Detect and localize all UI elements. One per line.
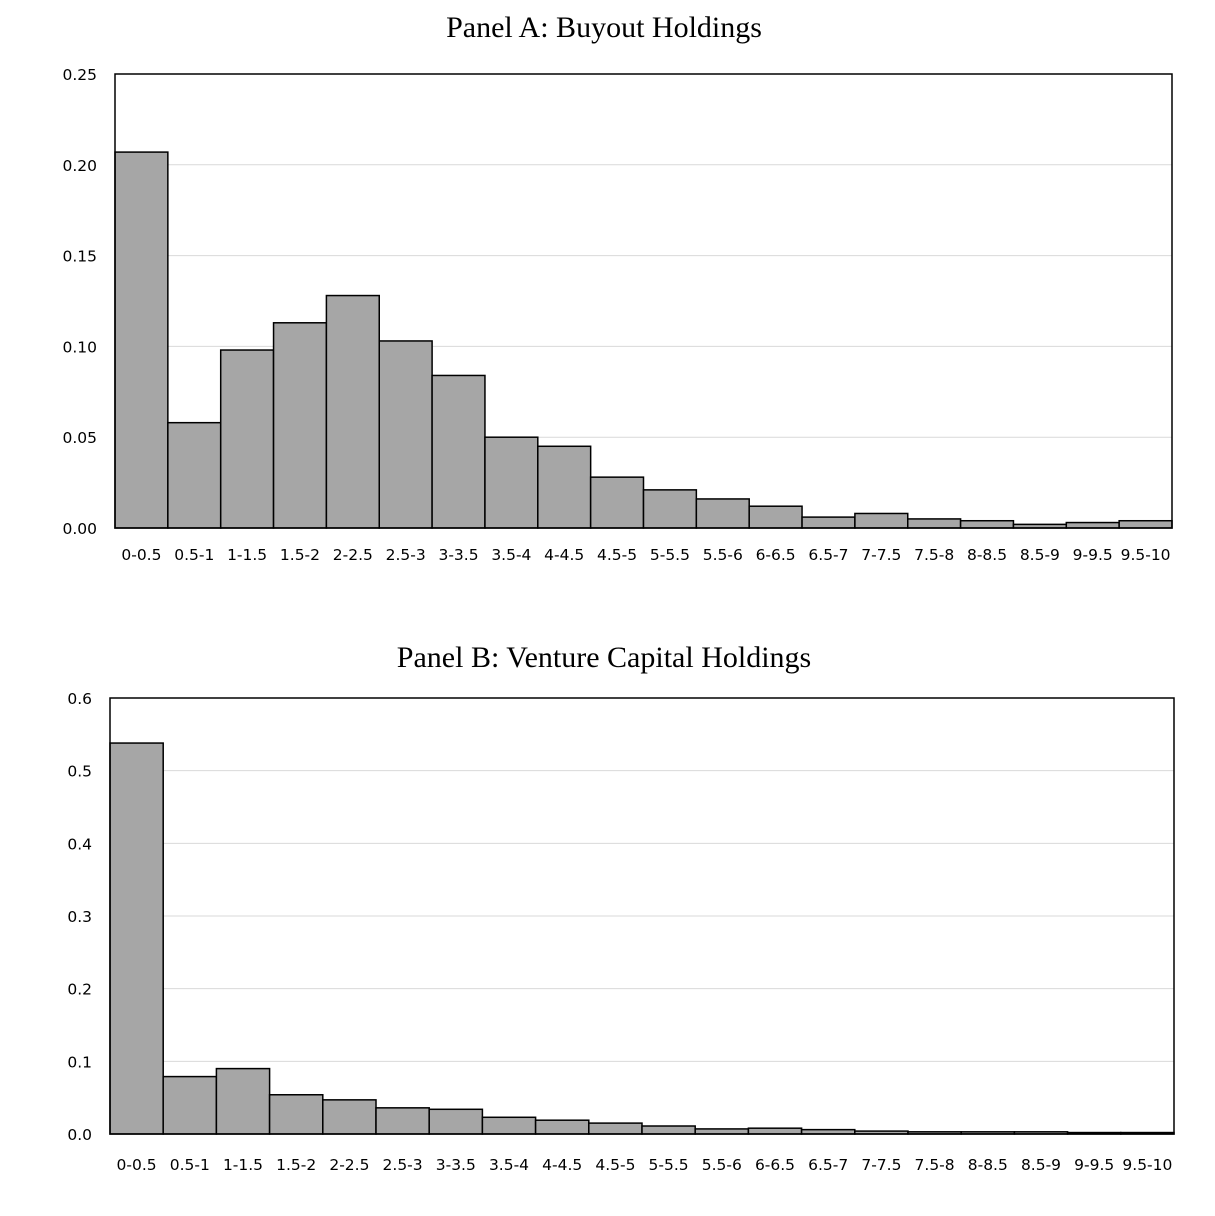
panel-a-x-tick-label: 7-7.5 [861, 546, 901, 564]
panel-a-y-tick-label: 0.00 [62, 520, 97, 538]
panel-b-x-tick-label: 7.5-8 [915, 1156, 955, 1174]
panel-a-x-tick-label: 0.5-1 [174, 546, 214, 564]
panel-a-plot-frame [114, 73, 1173, 529]
panel-b-plot-frame [109, 697, 1175, 1135]
panel-b-y-tick-label: 0.4 [67, 835, 92, 853]
panel-b-x-tick-label: 2-2.5 [329, 1156, 369, 1174]
panel-a-y-tick-label: 0.10 [62, 338, 97, 356]
panel-b-bar [375, 1107, 430, 1135]
panel-a-x-tick-label: 0-0.5 [121, 546, 161, 564]
panel-a-x-tick-label: 2.5-3 [386, 546, 426, 564]
panel-b-y-tick-label: 0.2 [67, 981, 92, 999]
panel-a-bar [219, 349, 275, 529]
panel-b-chart: Panel B: Venture Capital Holdings 0.0 0.1… [67, 641, 1175, 1174]
panel-a-bar [589, 476, 645, 529]
panel-b-y-tick-label: 0.5 [67, 763, 92, 781]
panel-b-x-tick-label: 3.5-4 [489, 1156, 529, 1174]
panel-a-x-tick-label: 4.5-5 [597, 546, 637, 564]
panel-a-bar [484, 436, 539, 529]
panel-b-x-tick-label: 6.5-7 [808, 1156, 848, 1174]
panel-a-x-tick-label: 8-8.5 [967, 546, 1007, 564]
panel-b-x-tick-label: 0.5-1 [170, 1156, 210, 1174]
panel-b-bar [162, 1075, 218, 1135]
panel-b-x-tick-label: 8-8.5 [968, 1156, 1008, 1174]
panel-a-x-tick-label: 6-6.5 [756, 546, 796, 564]
panel-b-bar [268, 1094, 324, 1135]
panel-a-x-tick-label: 3.5-4 [491, 546, 531, 564]
panel-a-bar [114, 151, 169, 529]
panel-b-bar [481, 1116, 537, 1135]
panel-a-title: Panel A: Buyout Holdings [446, 11, 762, 44]
panel-b-bar [747, 1127, 803, 1135]
panel-a-bar [959, 519, 1015, 529]
panel-b-x-tick-label: 9.5-10 [1122, 1156, 1172, 1174]
panel-a-bar [537, 445, 592, 529]
panel-b-y-tick-label: 0.1 [67, 1053, 92, 1071]
panel-b-x-tick-label: 6-6.5 [755, 1156, 795, 1174]
panel-b-bar [534, 1119, 590, 1135]
panel-b-title: Panel B: Venture Capital Holdings [397, 641, 811, 674]
panel-b-x-tick-label: 8.5-9 [1021, 1156, 1061, 1174]
panel-a-bar [907, 518, 962, 529]
panel-a-x-tick-label: 7.5-8 [914, 546, 954, 564]
panel-a-y-tick-label: 0.05 [62, 429, 97, 447]
panel-b-x-tick-label: 1-1.5 [223, 1156, 263, 1174]
panel-a-x-tick-label: 9.5-10 [1121, 546, 1171, 564]
panel-a-bar [854, 512, 909, 529]
panel-a-x-tick-label: 3-3.5 [438, 546, 478, 564]
panel-a-y-tick-label: 0.25 [62, 66, 97, 84]
panel-b-bar [694, 1128, 750, 1135]
panel-b-x-tick-label: 2.5-3 [383, 1156, 423, 1174]
panel-b-bar [641, 1125, 696, 1135]
panel-b-x-tick-label: 9-9.5 [1074, 1156, 1114, 1174]
panel-b-x-tick-label: 5-5.5 [649, 1156, 689, 1174]
panel-b-bar [428, 1108, 484, 1135]
panel-a-x-tick-label: 9-9.5 [1073, 546, 1113, 564]
panel-b-y-tick-label: 0.6 [67, 690, 92, 708]
panel-b-bar [215, 1067, 271, 1135]
panel-a-bar [695, 498, 750, 529]
panel-b-bar [588, 1122, 643, 1135]
panel-a-y-tick-label: 0.20 [62, 157, 97, 175]
panel-b-x-tick-label: 1.5-2 [276, 1156, 316, 1174]
panel-a-bar [642, 489, 698, 529]
panel-b-x-tick-label: 4.5-5 [595, 1156, 635, 1174]
panel-a-x-tick-label: 6.5-7 [808, 546, 848, 564]
panel-a-x-tick-label: 1.5-2 [280, 546, 320, 564]
panel-b-y-tick-label: 0.3 [67, 908, 92, 926]
panel-b-x-tick-label: 7-7.5 [861, 1156, 901, 1174]
panel-b-bar [322, 1099, 377, 1135]
panel-a-bar [272, 322, 328, 529]
panel-a-bar [748, 505, 803, 529]
panel-a-bar [378, 340, 433, 529]
panel-a-x-tick-label: 4-4.5 [544, 546, 584, 564]
panel-b-bar [109, 742, 164, 1135]
panel-a-x-tick-label: 5-5.5 [650, 546, 690, 564]
panel-b-y-tick-label: 0.0 [67, 1126, 92, 1144]
panel-a-bar [167, 421, 222, 529]
panel-a-bar [801, 516, 856, 529]
panel-a-chart: Panel A: Buyout Holdings 0.00 0.05 0.10 0.1… [62, 11, 1173, 564]
panel-a-y-tick-label: 0.15 [62, 248, 97, 266]
panel-a-bar [1118, 519, 1173, 529]
panel-a-bar [325, 294, 380, 529]
panel-a-bar [431, 374, 486, 529]
panel-a-x-tick-label: 5.5-6 [703, 546, 743, 564]
panel-a-x-tick-label: 1-1.5 [227, 546, 267, 564]
panel-a-x-tick-label: 2-2.5 [333, 546, 373, 564]
panel-a-x-tick-label: 8.5-9 [1020, 546, 1060, 564]
panel-b-x-tick-label: 4-4.5 [542, 1156, 582, 1174]
panel-b-x-tick-label: 5.5-6 [702, 1156, 742, 1174]
panel-b-x-tick-label: 3-3.5 [436, 1156, 476, 1174]
panel-b-x-tick-label: 0-0.5 [117, 1156, 157, 1174]
panel-a-bar [1065, 521, 1120, 529]
